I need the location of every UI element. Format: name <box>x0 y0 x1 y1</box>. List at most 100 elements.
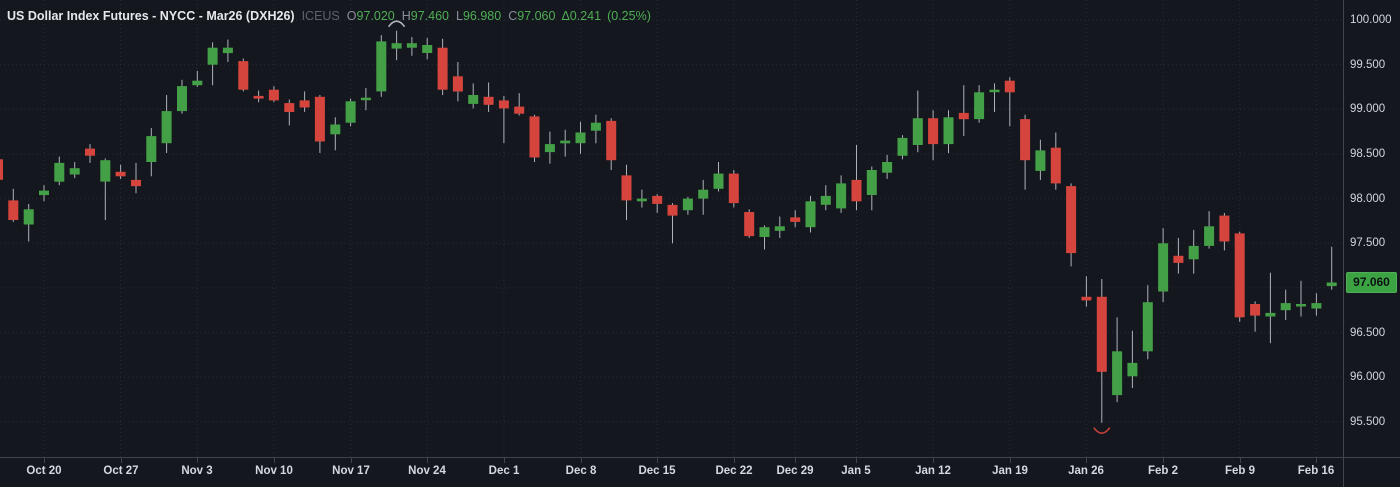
candle <box>805 195 816 233</box>
candle <box>437 38 448 96</box>
candle <box>1204 211 1215 249</box>
candle <box>713 162 724 192</box>
candle-body-down <box>652 195 663 204</box>
low-marker-arc <box>1093 427 1111 434</box>
candle <box>360 87 371 111</box>
candle-body-up <box>682 198 693 211</box>
candle-body-up <box>376 41 387 92</box>
time-axis-tick <box>44 458 45 463</box>
candle-body-up <box>544 144 555 153</box>
candle-body-up <box>69 168 80 175</box>
candle-wick <box>1254 301 1256 332</box>
candle <box>989 83 1000 112</box>
time-axis-label: Nov 10 <box>255 465 293 477</box>
candle <box>912 90 923 153</box>
high-label: H <box>401 9 411 23</box>
candle-body-down <box>8 200 19 220</box>
candle-wick <box>518 93 520 116</box>
candle-body-up <box>912 118 923 145</box>
candle <box>636 189 647 208</box>
time-axis-tick <box>197 458 198 463</box>
chart-canvas[interactable] <box>0 0 1343 457</box>
symbol-header: US Dollar Index Futures - NYCC - Mar26 (… <box>7 8 651 24</box>
candle-wick <box>1269 272 1271 344</box>
candle <box>253 90 264 103</box>
candle <box>1219 212 1230 251</box>
candle <box>958 85 969 137</box>
candle <box>652 194 663 213</box>
time-axis[interactable]: Oct 20 Oct 27 Nov 3 Nov 10 Nov 17 Nov 24 Dec 1… <box>0 457 1343 487</box>
time-axis-tick <box>427 458 428 463</box>
time-axis-tick <box>1086 458 1087 463</box>
candle-wick <box>135 162 137 194</box>
candle <box>1066 183 1077 267</box>
last-price-label: 97.060 <box>1346 272 1397 294</box>
close-label: C <box>508 9 518 23</box>
time-axis-label: Dec 15 <box>638 465 676 477</box>
candle-wick <box>196 70 198 87</box>
candle-body-up <box>1280 303 1291 311</box>
candle <box>207 42 218 86</box>
candle-wick <box>672 203 673 244</box>
candle <box>1004 77 1015 127</box>
candle-body-up <box>1127 362 1138 377</box>
candle-body-down <box>529 116 540 158</box>
candle-body-down <box>1004 80 1015 93</box>
candle-body-down <box>1020 119 1031 161</box>
candle <box>1020 114 1031 190</box>
time-axis-label: Dec 1 <box>488 465 520 477</box>
candle-body-up <box>23 209 34 225</box>
candle-body-up <box>468 95 479 104</box>
candle-body-down <box>299 100 310 108</box>
candle <box>621 164 632 221</box>
candle-wick <box>963 85 965 137</box>
candle-body-down <box>667 204 678 216</box>
time-axis-label: Feb 9 <box>1224 465 1256 477</box>
candle-body-down <box>1234 233 1245 318</box>
candle-body-down <box>498 100 509 109</box>
time-axis-tick <box>1316 458 1317 463</box>
candle <box>452 62 463 102</box>
candle <box>882 154 893 179</box>
candle <box>1296 280 1306 317</box>
candle-body-up <box>882 162 893 173</box>
high-value: 97.460 <box>410 9 449 23</box>
time-axis-tick <box>1240 458 1241 463</box>
candle-body-up <box>100 160 111 182</box>
time-axis-tick <box>734 458 735 463</box>
time-axis-label: Nov 3 <box>181 465 213 477</box>
price-axis-label: 97.500 <box>1350 237 1386 250</box>
candle <box>575 121 586 154</box>
candle-body-down <box>437 47 448 90</box>
time-axis-label: Jan 12 <box>915 465 951 477</box>
candle <box>85 144 95 163</box>
candle-wick <box>1331 246 1333 290</box>
candle-wick <box>1300 280 1302 317</box>
candle-body-down <box>790 217 801 222</box>
candle-wick <box>1009 77 1011 127</box>
candle-body-down <box>728 173 739 204</box>
time-axis-tick <box>121 458 122 463</box>
price-axis[interactable]: 100.000 99.500 99.000 98.500 98.000 97.500 96.… <box>1343 0 1400 457</box>
candle <box>897 135 908 160</box>
candle-body-down <box>1066 186 1077 254</box>
candle <box>928 110 939 161</box>
symbol-title[interactable]: US Dollar Index Futures - NYCC - Mar26 (… <box>7 9 295 23</box>
candle-body-up <box>330 124 341 135</box>
candle-wick <box>503 95 505 144</box>
candle <box>1050 132 1061 190</box>
price-axis-label: 99.000 <box>1350 103 1386 116</box>
candle-body-down <box>1173 255 1184 263</box>
candle-body-up <box>146 136 157 162</box>
candle-body-down <box>1096 296 1107 372</box>
candle-body-up <box>989 89 1000 93</box>
candle <box>1142 285 1153 360</box>
candle <box>759 225 770 250</box>
candle <box>590 114 601 144</box>
time-axis-label: Dec 29 <box>776 465 814 477</box>
candle-body-down <box>744 212 755 237</box>
candle-body-up <box>713 173 724 189</box>
candle-body-up <box>575 132 586 144</box>
time-axis-label: Nov 17 <box>332 465 370 477</box>
candle-body-down <box>0 159 3 180</box>
